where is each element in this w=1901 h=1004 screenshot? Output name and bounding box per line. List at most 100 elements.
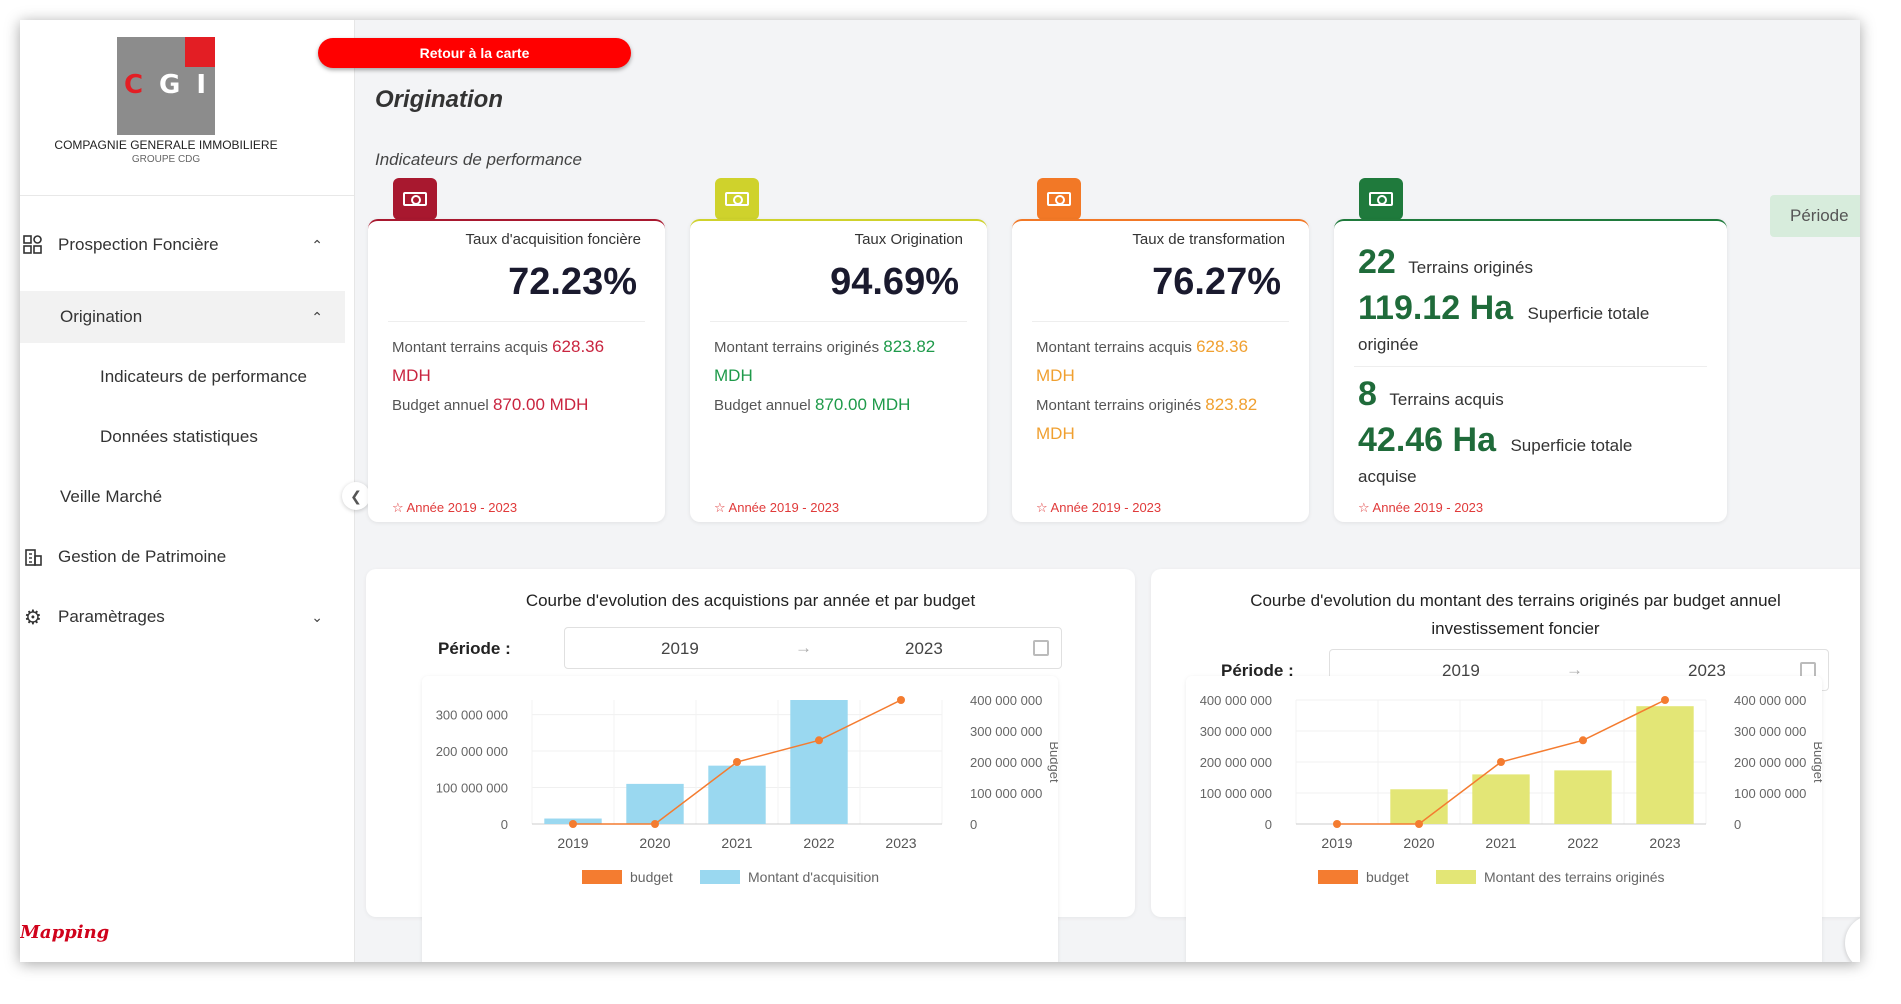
budget-point [815, 736, 823, 745]
legend-label-budget: budget [630, 869, 673, 885]
page-title: Origination [375, 86, 503, 113]
x-tick-label: 2021 [721, 835, 752, 851]
kpi-label: Taux d'acquisition foncière [465, 231, 641, 248]
grid-icon [22, 234, 44, 256]
y-right-tick-label: 100 000 000 [1734, 786, 1806, 801]
company-logo: C G I COMPAGNIE GENERALE IMMOBILIERE GRO… [20, 20, 354, 196]
y-left-tick-label: 0 [1265, 817, 1272, 832]
sidebar-item-prospection[interactable]: Prospection Foncière ⌃ [20, 219, 345, 271]
bar [790, 700, 848, 824]
money-icon [1037, 178, 1081, 220]
bar [626, 783, 684, 824]
sidebar-item-origination[interactable]: Origination ⌃ [20, 291, 345, 343]
kpi-value: 76.27% [1152, 261, 1281, 303]
kpi-card-acquisition: Taux d'acquisition foncière 72.23% Monta… [368, 219, 665, 522]
y-right-tick-label: 100 000 000 [970, 786, 1042, 801]
sidebar-item-parametrages[interactable]: ⚙ Paramètrages ⌄ [20, 591, 345, 643]
sidebar-item-indicateurs[interactable]: Indicateurs de performance [100, 367, 307, 386]
chevron-up-icon: ⌃ [311, 308, 323, 325]
chevron-up-icon: ⌃ [311, 236, 323, 253]
sidebar-item-veille[interactable]: Veille Marché [60, 487, 163, 506]
kpi-footer: ☆ Année 2019 - 2023 [1358, 500, 1484, 515]
collapse-sidebar-button[interactable]: ❮ [342, 482, 370, 510]
kpi-footer: ☆ Année 2019 - 2023 [392, 500, 518, 515]
section-title: Indicateurs de performance [375, 150, 582, 169]
chart-title: Courbe d'evolution du montant des terrai… [1250, 591, 1781, 638]
bar [1472, 774, 1530, 824]
legend-swatch-budget [1318, 870, 1358, 884]
sidebar: C G I COMPAGNIE GENERALE IMMOBILIERE GRO… [20, 20, 355, 962]
x-tick-label: 2021 [1485, 835, 1516, 851]
legend-label-bar: Montant des terrains originés [1484, 869, 1665, 885]
gear-icon: ⚙ [24, 606, 42, 629]
chart-title: Courbe d'evolution des acquistions par a… [525, 591, 976, 610]
budget-point [651, 820, 659, 828]
chevron-down-icon: ⌄ [311, 608, 323, 625]
y-right-tick-label: 400 000 000 [970, 693, 1042, 708]
x-tick-label: 2019 [1321, 835, 1352, 851]
budget-point [569, 820, 577, 828]
kpi-footer: ☆ Année 2019 - 2023 [1036, 500, 1162, 515]
y-left-tick-label: 100 000 000 [1200, 786, 1272, 801]
y-left-tick-label: 0 [501, 817, 508, 832]
acquired-area: 42.46 Ha [1358, 421, 1496, 459]
sidebar-item-patrimoine[interactable]: Gestion de Patrimoine [20, 531, 345, 583]
periode-filter-button[interactable]: Période ▿ [1770, 195, 1860, 237]
y-right-tick-label: 300 000 000 [1734, 724, 1806, 739]
budget-point [733, 758, 741, 766]
y-right-tick-label: 0 [970, 817, 977, 832]
app-window: C G I COMPAGNIE GENERALE IMMOBILIERE GRO… [20, 20, 1860, 962]
back-to-map-button[interactable]: Retour à la carte [318, 38, 631, 68]
kpi-card-transformation: Taux de transformation 76.27% Montant te… [1012, 219, 1309, 522]
kpi-details: Montant terrains acquis 628.36 MDH Budge… [392, 337, 605, 414]
kpi-footer: ☆ Année 2019 - 2023 [714, 500, 840, 515]
footer-logo: Mapping [20, 922, 110, 943]
period-label: Période : [438, 639, 511, 658]
originated-area: 119.12 Ha [1358, 289, 1514, 327]
kpi-value: 72.23% [508, 261, 637, 303]
x-tick-label: 2023 [1649, 835, 1680, 851]
x-tick-label: 2022 [803, 835, 834, 851]
budget-point [1579, 736, 1587, 745]
y-right-tick-label: 0 [1734, 817, 1741, 832]
y-left-tick-label: 200 000 000 [436, 744, 508, 759]
plot-panel-left: 0 100 000 000 200 000 000 300 000 000 0 100 0… [422, 676, 1058, 962]
y-right-axis-label: Budget [1047, 741, 1058, 783]
kpi-value: 94.69% [830, 261, 959, 303]
legend-label-bar: Montant d'acquisition [748, 869, 879, 885]
x-tick-label: 2022 [1567, 835, 1598, 851]
y-left-tick-label: 300 000 000 [1200, 724, 1272, 739]
arrow-right-icon: → [1566, 660, 1583, 679]
y-right-tick-label: 200 000 000 [1734, 755, 1806, 770]
budget-point [1497, 758, 1505, 766]
building-icon [22, 546, 44, 568]
budget-point [1415, 820, 1423, 828]
bar [1554, 770, 1612, 824]
originated-count: 22 [1358, 243, 1396, 281]
y-left-tick-label: 200 000 000 [1200, 755, 1272, 770]
x-tick-label: 2019 [557, 835, 588, 851]
kpi-details: Montant terrains originés 823.82 MDH Bud… [714, 337, 936, 414]
money-icon [393, 178, 437, 220]
plot-panel-right: 0 100 000 000 200 000 000 300 000 000 400 00… [1186, 676, 1822, 962]
period-label: Période : [1221, 661, 1294, 680]
company-name: COMPAGNIE GENERALE IMMOBILIERE [54, 138, 278, 152]
legend-swatch-budget [582, 870, 622, 884]
x-tick-label: 2020 [639, 835, 670, 851]
bar [708, 765, 766, 824]
budget-point [1661, 696, 1669, 704]
legend-swatch-bar [1436, 870, 1476, 884]
bar [1390, 789, 1448, 824]
y-left-tick-label: 400 000 000 [1200, 693, 1272, 708]
kpi-card-origination: Taux Origination 94.69% Montant terrains… [690, 219, 987, 522]
bar [1636, 706, 1694, 824]
kpi-label: Taux Origination [854, 231, 963, 248]
date-range-picker[interactable]: 2019 → 2023 [564, 627, 1062, 669]
arrow-right-icon: → [795, 638, 812, 657]
sidebar-item-donnees[interactable]: Données statistiques [100, 427, 258, 446]
money-icon [1359, 178, 1403, 220]
money-icon [715, 178, 759, 220]
legend-label-budget: budget [1366, 869, 1409, 885]
scroll-to-top-button[interactable]: ↑ [1845, 915, 1860, 962]
x-tick-label: 2023 [885, 835, 916, 851]
